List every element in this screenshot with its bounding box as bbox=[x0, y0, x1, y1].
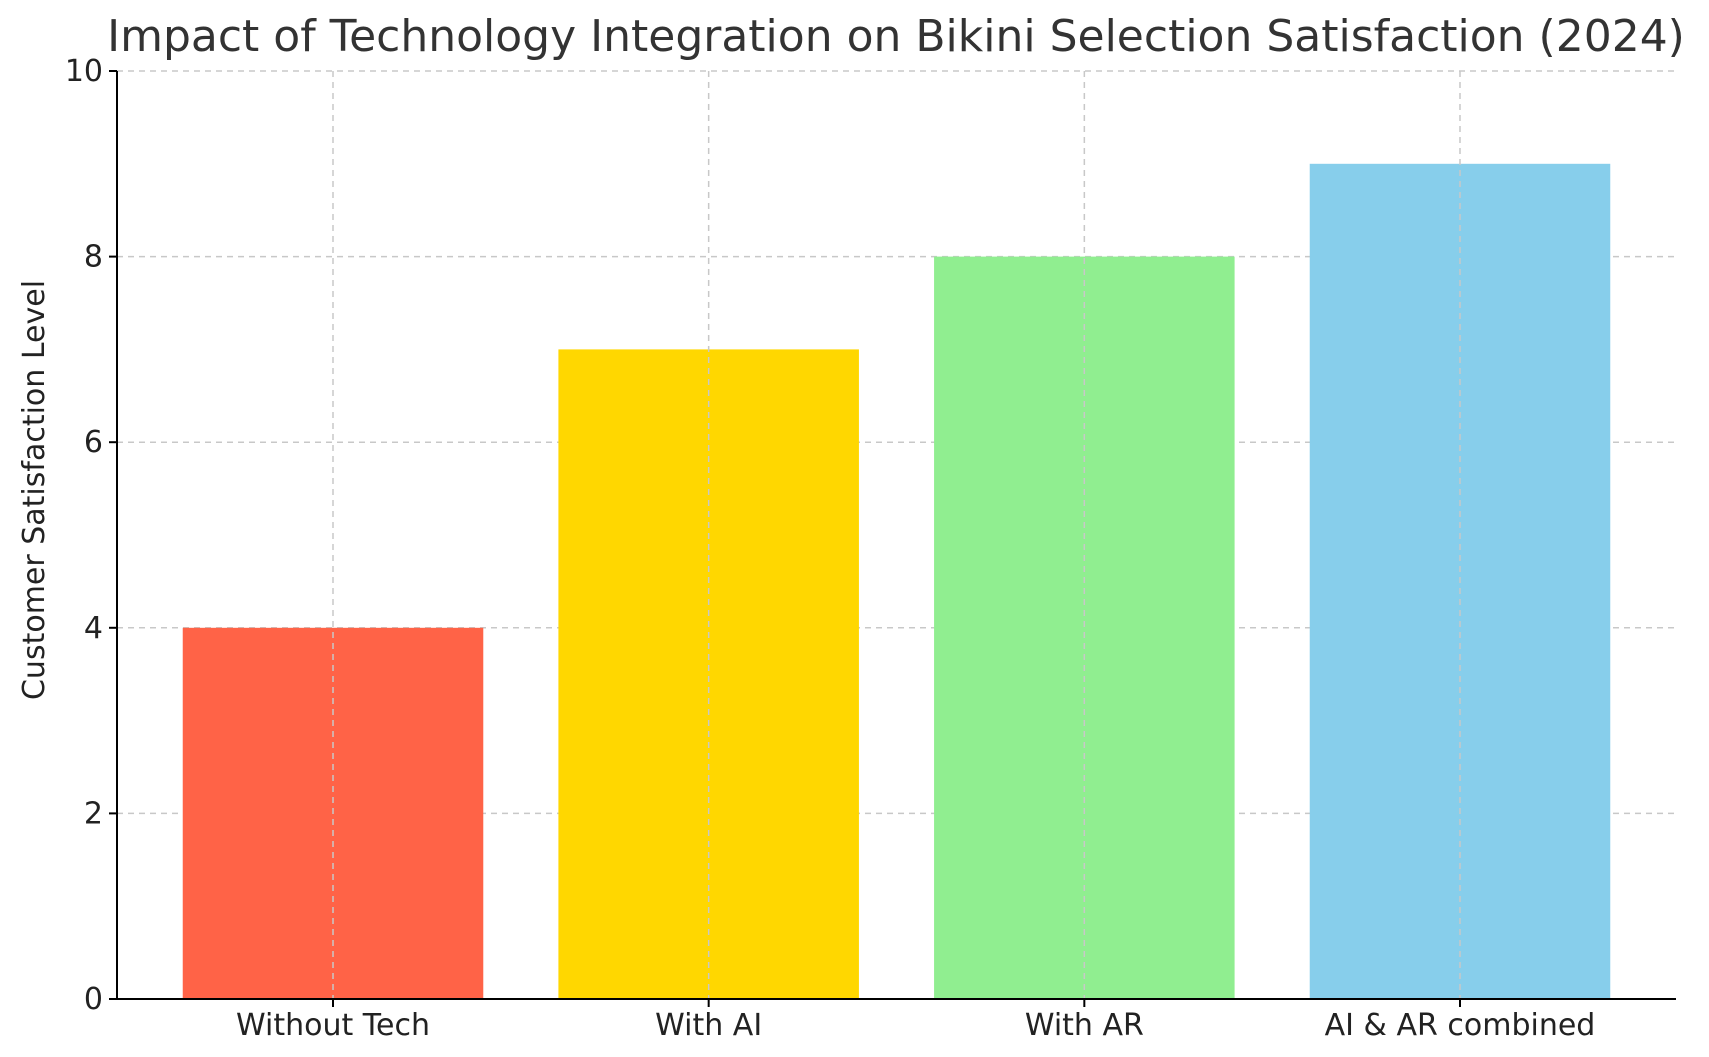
x-ticks: Without Tech With AI With AR AI & AR combin… bbox=[236, 999, 1595, 1043]
y-tick-label: 10 bbox=[65, 54, 103, 89]
y-ticks: 0 2 4 6 8 10 bbox=[65, 54, 117, 1017]
x-tick-label: With AR bbox=[1025, 1008, 1144, 1043]
x-tick-label: AI & AR combined bbox=[1325, 1008, 1596, 1043]
y-tick-label: 6 bbox=[84, 425, 103, 460]
chart-title: Impact of Technology Integration on Biki… bbox=[107, 11, 1685, 62]
y-axis-label: Customer Satisfaction Level bbox=[17, 280, 52, 700]
axes bbox=[116, 71, 1676, 1000]
y-tick-label: 4 bbox=[84, 611, 103, 646]
x-tick-label: With AI bbox=[655, 1008, 762, 1043]
x-tick-label: Without Tech bbox=[236, 1008, 430, 1043]
y-tick-label: 0 bbox=[84, 982, 103, 1017]
y-tick-label: 8 bbox=[84, 240, 103, 275]
vertical-grid-lines bbox=[332, 71, 1461, 999]
y-tick-label: 2 bbox=[84, 796, 103, 831]
